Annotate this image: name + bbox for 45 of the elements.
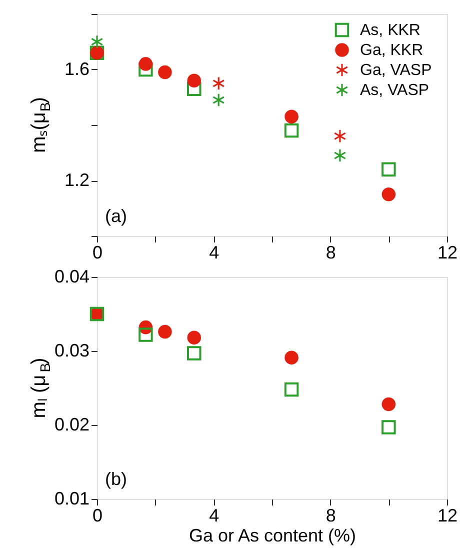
y-tick-label: 0.02 — [54, 414, 90, 434]
y-axis-title: mₛ(μB) — [28, 97, 53, 153]
point — [284, 110, 298, 124]
point — [187, 346, 202, 360]
point — [284, 350, 298, 365]
point — [284, 123, 299, 138]
x-tick-label: 4 — [209, 506, 220, 526]
legend-label: As, VASP — [360, 82, 430, 99]
point — [382, 162, 396, 177]
point — [212, 76, 225, 90]
y-tick-label: 0.03 — [54, 340, 90, 360]
x-tick-label: 0 — [92, 506, 103, 526]
point — [334, 148, 346, 162]
point — [212, 93, 225, 107]
x-axis-title: Ga or As content (%) — [188, 526, 356, 546]
legend-label: As, KKR — [360, 22, 420, 39]
x-tick-label: 12 — [437, 506, 458, 526]
y-tick-label: 0.01 — [54, 488, 90, 508]
legend-label: Ga, VASP — [360, 62, 432, 79]
point — [138, 57, 153, 71]
point — [382, 397, 396, 412]
point — [382, 420, 396, 434]
point — [334, 129, 346, 144]
point — [158, 324, 172, 339]
point — [138, 328, 153, 342]
y-axis-title: mₗ (μB) — [28, 358, 53, 418]
annotation: (a) — [105, 206, 127, 226]
point — [138, 62, 153, 77]
x-tick-label: 0 — [92, 242, 103, 262]
point — [187, 330, 202, 345]
x-tick-label: 8 — [326, 506, 336, 526]
annotation: (b) — [105, 469, 127, 489]
legend-label: Ga, KKR — [360, 42, 424, 59]
y-tick-label: 1.6 — [64, 59, 90, 79]
x-tick-label: 4 — [209, 242, 220, 262]
point — [187, 82, 202, 96]
point — [187, 74, 202, 88]
y-tick-label: 1.2 — [64, 170, 90, 190]
x-tick-label: 8 — [326, 242, 336, 262]
x-tick-label: 12 — [437, 242, 458, 262]
point — [382, 187, 396, 202]
point — [90, 34, 104, 49]
point — [158, 65, 172, 80]
y-tick-label: 0.04 — [54, 266, 90, 286]
point — [284, 382, 299, 397]
